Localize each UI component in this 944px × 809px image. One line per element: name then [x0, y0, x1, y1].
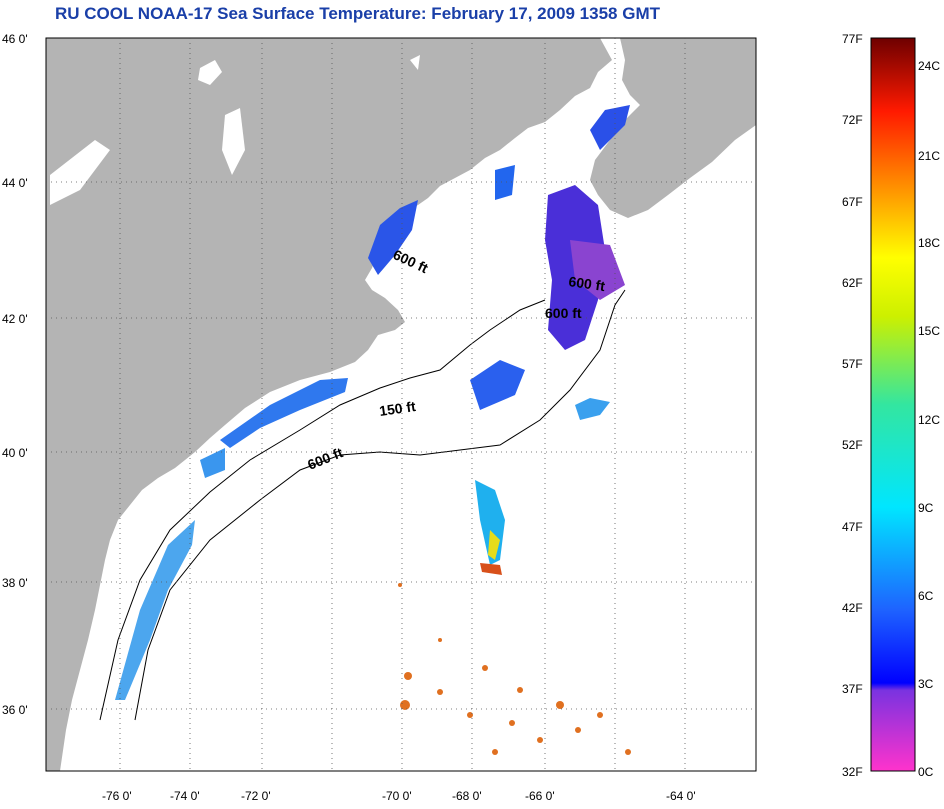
longitude-labels: -76 0' -74 0' -72 0' -70 0' -68 0' -66 0… [102, 789, 696, 803]
colorbar-celsius-labels: 24C 21C 18C 15C 12C 9C 6C 3C 0C [918, 59, 940, 779]
lon-label: -74 0' [170, 789, 200, 803]
lat-label: 46 0' [2, 32, 28, 46]
lat-label: 42 0' [2, 312, 28, 326]
lake [222, 108, 245, 175]
lon-label: -66 0' [525, 789, 555, 803]
colorbar-f-label: 32F [842, 765, 863, 779]
colorbar-f-label: 42F [842, 601, 863, 615]
colorbar-f-label: 37F [842, 682, 863, 696]
colorbar-f-label: 52F [842, 438, 863, 452]
lon-label: -64 0' [666, 789, 696, 803]
bathymetry-contours [99, 289, 626, 721]
map-frame [45, 37, 757, 772]
sst-patches [115, 105, 631, 755]
latitude-labels: 46 0' 44 0' 42 0' 40 0' 38 0' 36 0' [2, 32, 28, 717]
colorbar-c-label: 21C [918, 149, 940, 163]
contour-label-600ft: 600 ft [545, 305, 582, 321]
map-title: RU COOL NOAA-17 Sea Surface Temperature:… [55, 4, 660, 23]
colorbar-f-label: 47F [842, 520, 863, 534]
colorbar-c-label: 9C [918, 501, 934, 515]
land-nova-scotia [590, 38, 756, 218]
colorbar-f-label: 57F [842, 357, 863, 371]
colorbar-fahrenheit-labels: 77F 72F 67F 62F 57F 52F 47F 42F 37F 32F [842, 32, 863, 779]
colorbar-c-label: 15C [918, 324, 940, 338]
colorbar-f-label: 72F [842, 113, 863, 127]
contour-label-600ft: 600 ft [568, 273, 607, 294]
lon-label: -68 0' [452, 789, 482, 803]
colorbar-c-label: 24C [918, 59, 940, 73]
colorbar-f-label: 62F [842, 276, 863, 290]
lake [198, 60, 222, 85]
colorbar-f-label: 67F [842, 195, 863, 209]
colorbar-c-label: 0C [918, 765, 934, 779]
lat-label: 40 0' [2, 446, 28, 460]
colorbar-c-label: 3C [918, 677, 934, 691]
lon-label: -76 0' [102, 789, 132, 803]
colorbar-c-label: 6C [918, 589, 934, 603]
colorbar-c-label: 18C [918, 236, 940, 250]
colorbar [870, 37, 916, 772]
colorbar-c-label: 12C [918, 413, 940, 427]
contour-label-150ft: 150 ft [378, 398, 417, 419]
land-us-east-coast [46, 38, 612, 771]
lat-label: 44 0' [2, 176, 28, 190]
map-area [46, 38, 756, 771]
lon-label: -70 0' [382, 789, 412, 803]
lat-label: 38 0' [2, 576, 28, 590]
lake [410, 55, 420, 70]
lake [50, 140, 110, 205]
colorbar-f-label: 77F [842, 32, 863, 46]
lat-label: 36 0' [2, 703, 28, 717]
lon-label: -72 0' [241, 789, 271, 803]
graticule [46, 38, 756, 771]
